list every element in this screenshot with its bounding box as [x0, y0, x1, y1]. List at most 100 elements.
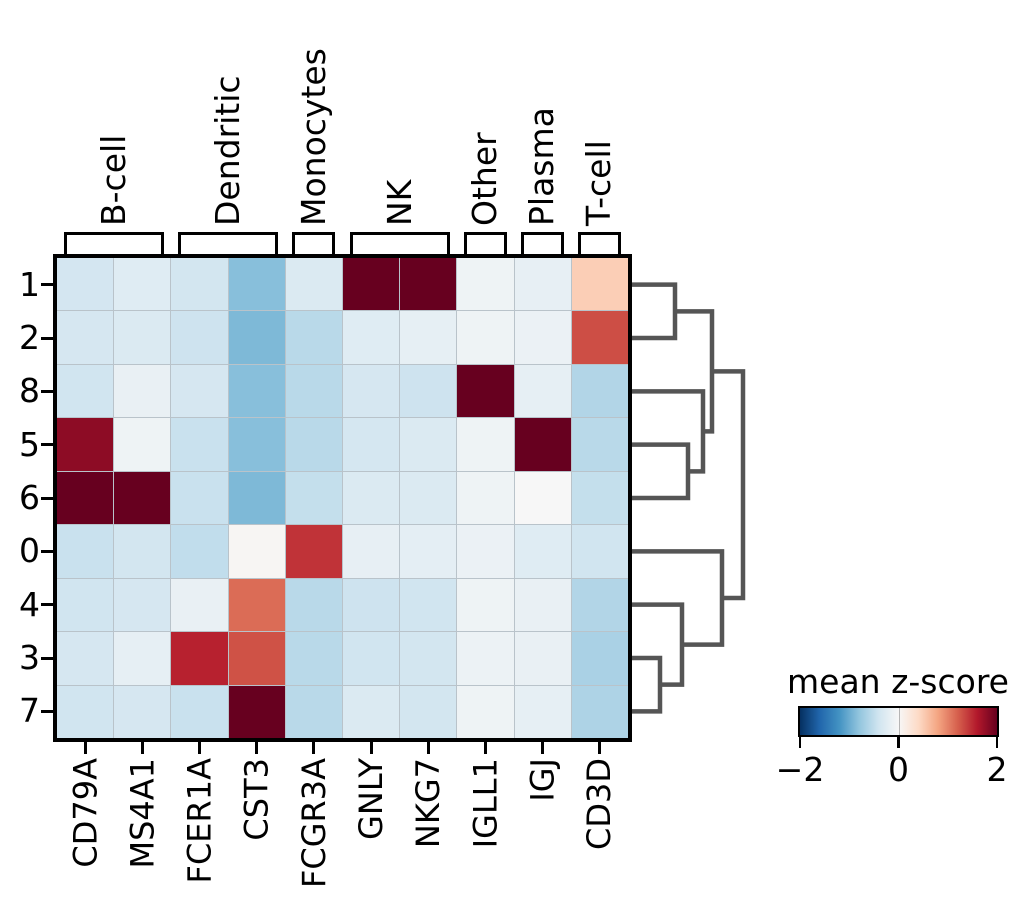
heatmap-cell [514, 525, 571, 578]
column-label: IGLL1 [466, 758, 505, 849]
column-group-bracket [64, 232, 165, 254]
column-label: NKG7 [409, 758, 448, 849]
colorbar-tick-label: 0 [888, 750, 909, 789]
heatmap-cell [114, 578, 171, 632]
column-tick [597, 742, 601, 754]
heatmap-cell [571, 364, 628, 418]
colorbar-title: mean z-score [787, 662, 1009, 701]
column-group-bracket [178, 232, 279, 254]
heatmap-cell [171, 418, 228, 471]
column-tick [84, 742, 88, 754]
row-tick [41, 389, 53, 393]
heatmap-cell [57, 578, 114, 632]
heatmap-cell [514, 471, 571, 525]
heatmap-cell [514, 578, 571, 632]
row-tick [41, 709, 53, 713]
heatmap-cell [457, 632, 514, 685]
heatmap-cell [457, 471, 514, 525]
column-tick [141, 742, 145, 754]
column-label: CST3 [237, 758, 276, 841]
heatmap-panel [53, 254, 632, 742]
column-group-bracket [349, 232, 450, 254]
row-tick [41, 496, 53, 500]
column-tick [483, 742, 487, 754]
heatmap-cell [114, 364, 171, 418]
heatmap-cell [114, 418, 171, 471]
colorbar-zero-line [898, 708, 900, 735]
row-tick [41, 603, 53, 607]
heatmap-cell [514, 311, 571, 364]
heatmap-cell [571, 258, 628, 311]
dendrogram-link [632, 549, 725, 647]
heatmap-cell [400, 685, 457, 738]
heatmap-cell [285, 418, 342, 471]
heatmap-cell [571, 311, 628, 364]
heatmap-cell [343, 578, 400, 632]
colorbar-tick-label: 2 [986, 750, 1008, 789]
row-tick [41, 443, 53, 447]
dendrogram-link [712, 369, 746, 601]
heatmap-cell [514, 685, 571, 738]
column-group-bracket [520, 232, 564, 254]
heatmap-cell [457, 525, 514, 578]
heatmap-cell [285, 471, 342, 525]
row-tick [41, 549, 53, 553]
heatmap-cell [228, 525, 285, 578]
column-group-bracket [577, 232, 621, 254]
heatmap-cell [343, 418, 400, 471]
heatmap-cell [228, 632, 285, 685]
row-tick [41, 283, 53, 287]
heatmap-cell [285, 311, 342, 364]
heatmap-cell [400, 364, 457, 418]
heatmap-cell [171, 632, 228, 685]
colorbar-tick [798, 737, 802, 748]
dendrogram-link [632, 282, 678, 341]
column-group-label: T-cell [579, 140, 619, 226]
heatmap-cell [171, 471, 228, 525]
heatmap-cell [57, 311, 114, 364]
column-tick [255, 742, 259, 754]
heatmap-cell [285, 364, 342, 418]
heatmap-cell [57, 525, 114, 578]
heatmap-cell [285, 578, 342, 632]
heatmap-cell [343, 632, 400, 685]
heatmap-cell [571, 471, 628, 525]
heatmap-cell [571, 525, 628, 578]
row-label: 6 [19, 478, 40, 517]
heatmap-cell [343, 311, 400, 364]
column-tick [369, 742, 373, 754]
heatmap-cell [228, 311, 285, 364]
column-label: IGJ [523, 758, 562, 802]
dendrogram-link [632, 602, 685, 687]
heatmap-cell [285, 525, 342, 578]
heatmap-cell [400, 418, 457, 471]
heatmap-cell [57, 471, 114, 525]
column-tick [426, 742, 430, 754]
heatmap-cell [171, 685, 228, 738]
row-tick [41, 656, 53, 660]
colorbar-tick [995, 737, 999, 748]
heatmap-cell [571, 685, 628, 738]
colorbar-tick-label: −2 [775, 750, 825, 789]
heatmap-cell [457, 418, 514, 471]
colorbar-tick [897, 737, 900, 748]
heatmap-cell [171, 311, 228, 364]
heatmap-cell [343, 364, 400, 418]
heatmap-cell [571, 418, 628, 471]
row-label: 3 [19, 638, 40, 677]
heatmap-cell [57, 685, 114, 738]
heatmap-cell [343, 685, 400, 738]
heatmap-cell [457, 311, 514, 364]
dendrogram-link [632, 442, 691, 501]
column-group-bracket [292, 232, 336, 254]
heatmap-cell [228, 685, 285, 738]
heatmap-cell [57, 364, 114, 418]
row-dendrogram-icon [632, 282, 746, 714]
heatmap-cell [571, 578, 628, 632]
heatmap-cell [114, 685, 171, 738]
heatmap-cell [400, 632, 457, 685]
heatmap-cell [114, 258, 171, 311]
heatmap-cell [514, 364, 571, 418]
heatmap-cell [228, 418, 285, 471]
heatmap-cell [57, 632, 114, 685]
